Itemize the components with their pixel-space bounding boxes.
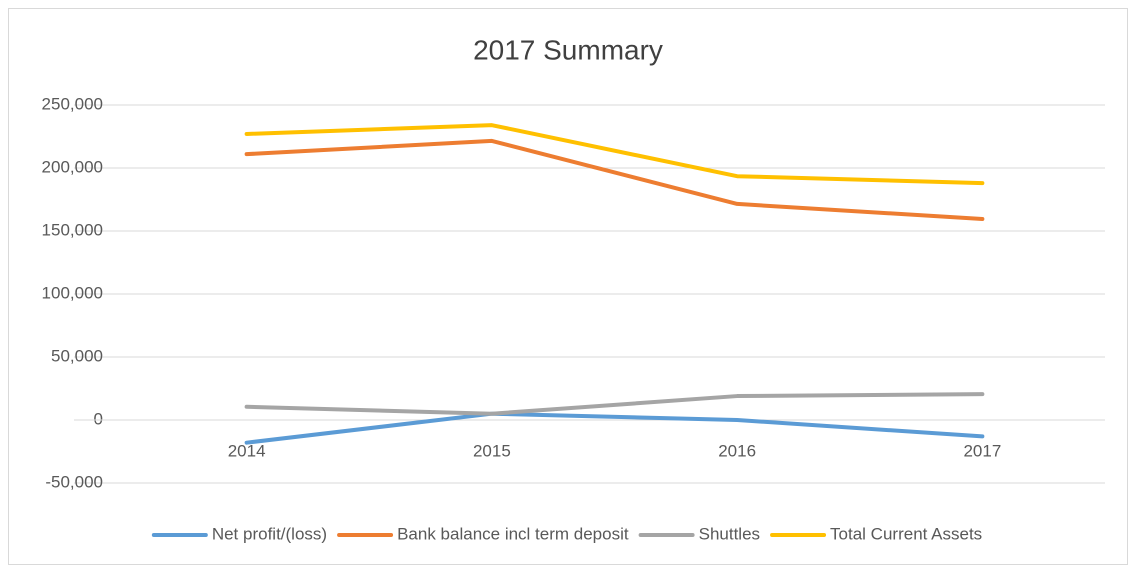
legend-item: Total Current Assets xyxy=(770,524,982,543)
legend-item: Bank balance incl term deposit xyxy=(337,524,629,543)
x-tick-label: 2015 xyxy=(473,441,511,460)
legend-label: Net profit/(loss) xyxy=(212,524,327,543)
legend-label: Bank balance incl term deposit xyxy=(397,524,629,543)
y-tick-label: -50,000 xyxy=(45,472,103,491)
y-tick-label: 0 xyxy=(94,409,103,428)
chart-title: 2017 Summary xyxy=(473,34,663,65)
series-line xyxy=(244,123,985,186)
series-line xyxy=(244,411,985,445)
legend-item: Net profit/(loss) xyxy=(151,524,327,543)
y-tick-label: 100,000 xyxy=(42,283,103,302)
series-line xyxy=(244,138,985,222)
legend-label: Shuttles xyxy=(699,524,760,543)
y-tick-label: 50,000 xyxy=(51,346,103,365)
x-tick-label: 2016 xyxy=(718,441,756,460)
x-tick-label: 2017 xyxy=(963,441,1001,460)
y-tick-label: 250,000 xyxy=(42,94,103,113)
series-line xyxy=(244,392,985,416)
x-tick-label: 2014 xyxy=(228,441,266,460)
y-tick-label: 150,000 xyxy=(42,220,103,239)
chart-frame xyxy=(8,8,1128,565)
y-tick-label: 200,000 xyxy=(42,157,103,176)
legend-label: Total Current Assets xyxy=(830,524,982,543)
legend-item: Shuttles xyxy=(638,524,760,543)
